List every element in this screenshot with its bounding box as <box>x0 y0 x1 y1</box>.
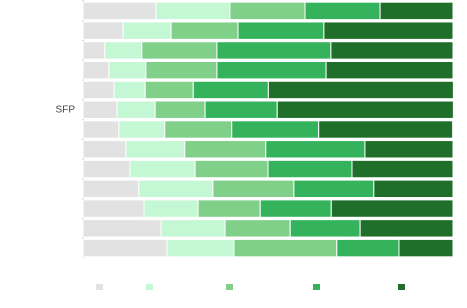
bar-segment <box>82 1 157 21</box>
bar-segment <box>373 179 454 199</box>
bar-segment <box>82 238 168 258</box>
bar-segment <box>224 219 291 238</box>
legend-swatch <box>96 284 103 290</box>
bar-segment <box>82 41 106 60</box>
bar-segment <box>145 60 218 80</box>
bar-segment <box>82 199 145 218</box>
bar-segment <box>204 100 278 119</box>
bar-segment <box>216 41 332 60</box>
bar-segment <box>267 159 353 179</box>
bar-segment <box>289 219 361 238</box>
bar-segment <box>364 140 454 159</box>
y-tick-label: SFP <box>56 104 76 115</box>
bar-segment <box>336 238 400 258</box>
bar-segment <box>276 100 454 119</box>
bar-segment <box>184 140 267 159</box>
bar-segment <box>122 21 172 40</box>
bar-segment <box>82 120 120 139</box>
bar-segment <box>82 179 140 199</box>
bar-segment <box>212 179 295 199</box>
bar-segment <box>164 120 233 139</box>
bar-segment <box>330 199 454 218</box>
bar-segment <box>330 41 454 60</box>
bar-segment <box>144 80 194 100</box>
bar-segment <box>237 21 325 40</box>
bar-segment <box>351 159 454 179</box>
bar-segment <box>82 100 118 119</box>
bar-segment <box>82 219 162 238</box>
bar-segment <box>82 21 124 40</box>
bar-segment <box>323 21 454 40</box>
bar-segment <box>154 100 206 119</box>
legend-swatch <box>146 284 153 290</box>
bar-segment <box>82 140 127 159</box>
bar-segment <box>108 60 147 80</box>
bar-segment <box>197 199 261 218</box>
bar-segment <box>379 1 454 21</box>
bar-segment <box>293 179 375 199</box>
bar-segment <box>359 219 454 238</box>
bar-segment <box>398 238 454 258</box>
bar-segment <box>166 238 235 258</box>
bar-segment <box>231 120 320 139</box>
bar-segment <box>104 41 143 60</box>
bar-segment <box>318 120 454 139</box>
bar-segment <box>229 1 306 21</box>
bar-segment <box>233 238 338 258</box>
bar-segment <box>141 41 218 60</box>
bar-segment <box>267 80 454 100</box>
legend-swatch <box>313 284 320 290</box>
bar-segment <box>82 60 110 80</box>
bar-segment <box>259 199 332 218</box>
bar-segment <box>82 80 115 100</box>
bar-segment <box>118 120 166 139</box>
bar-segment <box>170 21 239 40</box>
bar-segment <box>125 140 186 159</box>
bar-segment <box>143 199 199 218</box>
legend-swatch <box>398 284 405 290</box>
bar-segment <box>129 159 196 179</box>
bar-segment <box>160 219 226 238</box>
bar-segment <box>82 159 131 179</box>
bar-segment <box>138 179 214 199</box>
bar-segment <box>265 140 366 159</box>
bar-segment <box>194 159 269 179</box>
bar-segment <box>116 100 156 119</box>
bar-segment <box>113 80 146 100</box>
bar-segment <box>304 1 381 21</box>
bar-segment <box>155 1 231 21</box>
legend-swatch <box>226 284 233 290</box>
bar-segment <box>216 60 327 80</box>
bar-segment <box>192 80 269 100</box>
bar-segment <box>325 60 454 80</box>
